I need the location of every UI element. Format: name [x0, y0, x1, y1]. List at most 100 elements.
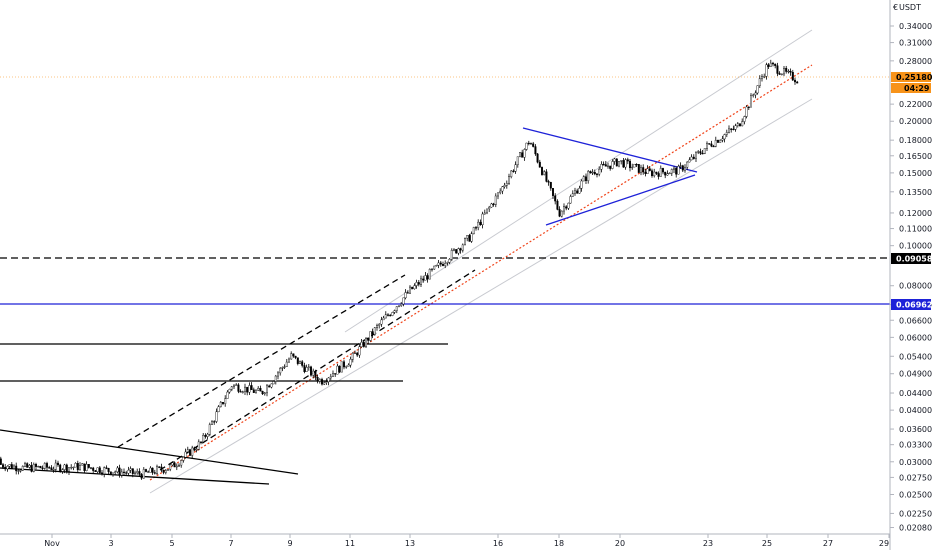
candle-body	[365, 338, 368, 347]
candle-body	[213, 421, 216, 423]
candle-body	[633, 163, 636, 168]
candle-body	[433, 265, 436, 270]
candle-body	[732, 128, 735, 131]
candle-body	[470, 233, 473, 242]
candle-body	[362, 341, 365, 347]
candle-body	[796, 81, 799, 84]
candle-body	[629, 160, 632, 169]
candle-body	[266, 385, 269, 394]
candle-body	[4, 466, 7, 470]
candle-body	[336, 365, 339, 375]
candle-body	[279, 368, 282, 374]
candle-body	[688, 159, 691, 163]
candle-body	[63, 464, 66, 470]
candle-body	[292, 353, 295, 357]
candle-body	[327, 377, 330, 382]
candle-body	[131, 468, 134, 474]
candle-series	[0, 59, 799, 480]
candle-body	[391, 312, 394, 316]
candle-body	[622, 160, 625, 168]
candle-body	[230, 386, 233, 390]
level-tag-blue-bg	[891, 299, 931, 310]
price-tick-label: 0.08000	[899, 282, 932, 291]
candle-body	[140, 474, 143, 479]
candle-body	[708, 143, 711, 145]
candle-body	[723, 134, 726, 140]
candle-body	[657, 173, 660, 177]
candle-body	[202, 435, 205, 443]
candle-body	[87, 464, 90, 468]
candle-body	[455, 249, 458, 254]
candle-body	[373, 327, 376, 335]
candle-body	[61, 469, 64, 472]
candle-body	[734, 125, 737, 130]
candle-body	[257, 387, 260, 391]
candle-body	[780, 73, 783, 75]
price-tick-label: 0.03600	[899, 425, 932, 434]
candle-body	[100, 472, 103, 475]
candle-body	[684, 167, 687, 171]
candle-body	[395, 306, 398, 311]
candle-body	[177, 464, 180, 467]
price-tick-label: 0.04000	[899, 406, 932, 415]
candle-body	[728, 128, 731, 133]
candle-body	[105, 467, 108, 469]
candle-body	[343, 361, 346, 368]
time-tick-label: Nov	[44, 539, 60, 548]
candle-body	[697, 151, 700, 153]
candle-body	[237, 384, 240, 392]
candle-body	[109, 471, 112, 475]
candle-body	[756, 85, 759, 94]
candle-body	[254, 390, 257, 393]
trendline-drawings[interactable]	[0, 29, 890, 494]
price-tick-label: 0.20000	[899, 117, 932, 126]
candle-body	[387, 314, 390, 316]
candle-body	[144, 469, 147, 472]
price-tick-label: 0.06000	[899, 333, 932, 342]
candle-body	[149, 467, 152, 473]
candle-body	[272, 381, 275, 385]
price-tick-label: 0.12000	[899, 209, 932, 218]
candle-body	[706, 143, 709, 149]
candle-body	[582, 176, 585, 182]
candle-body	[210, 421, 213, 425]
candle-body	[303, 365, 306, 372]
candle-body	[743, 116, 746, 122]
candle-body	[589, 171, 592, 173]
price-axis-menu-icon[interactable]: €	[893, 3, 898, 12]
candle-body	[329, 376, 332, 379]
price-tick-label: 0.02250	[899, 509, 932, 518]
candle-body	[182, 457, 185, 461]
candle-body	[136, 471, 139, 474]
candle-body	[758, 78, 761, 86]
candle-body	[393, 310, 396, 313]
candle-body	[164, 470, 167, 473]
candle-body	[351, 352, 354, 360]
price-tick-label: 0.18000	[899, 136, 932, 145]
wedge-upper-line	[0, 429, 299, 475]
candle-body	[171, 462, 174, 466]
candle-body	[43, 463, 46, 469]
candle-body	[312, 370, 315, 376]
candle-body	[299, 361, 302, 364]
candle-body	[12, 465, 15, 469]
candle-body	[294, 355, 297, 358]
time-axis[interactable]: Nov 3 5 7 9 11 13 16 18 20 23 25 27 29	[44, 534, 890, 548]
candle-body	[563, 206, 566, 212]
candle-body	[261, 390, 264, 395]
candle-body	[321, 379, 324, 385]
candle-body	[483, 212, 486, 215]
candle-body	[37, 465, 40, 468]
candle-body	[681, 165, 684, 171]
candle-body	[120, 471, 123, 476]
candle-body	[305, 367, 308, 372]
candle-body	[39, 465, 42, 469]
candle-body	[52, 469, 55, 471]
wedge-lower-line	[0, 467, 270, 485]
candle-body	[468, 235, 471, 242]
candle-body	[382, 317, 385, 321]
candle-body	[250, 385, 253, 390]
candle-body	[228, 389, 231, 393]
candle-body	[411, 286, 414, 290]
